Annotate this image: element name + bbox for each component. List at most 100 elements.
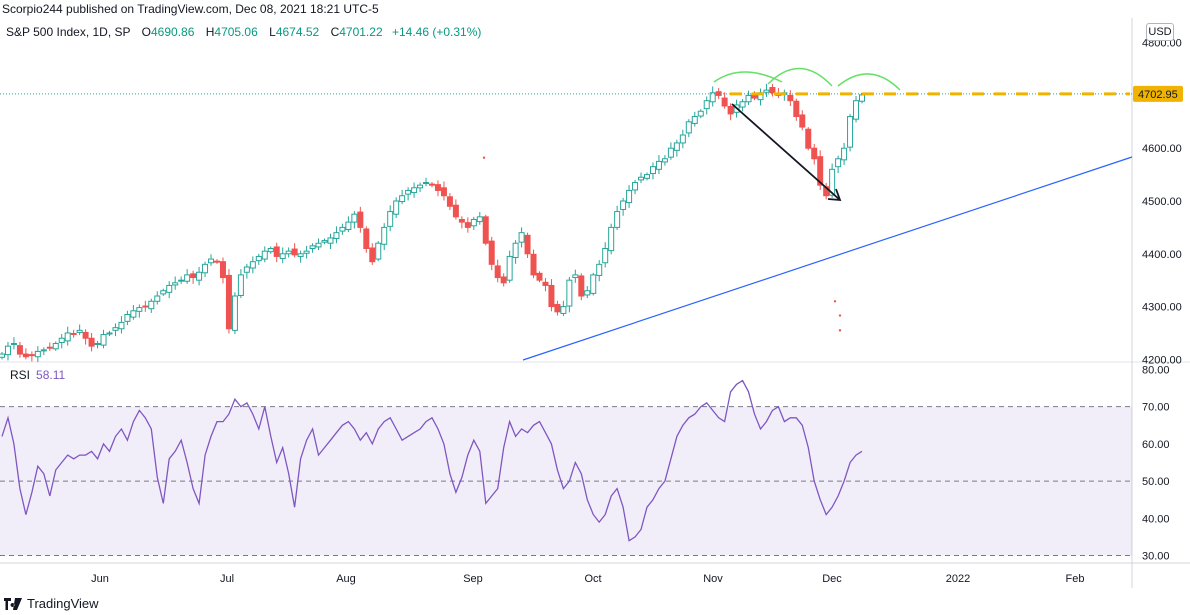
candle-body xyxy=(160,290,167,295)
candle-body xyxy=(255,255,262,262)
footer-brand[interactable]: TradingView xyxy=(4,596,99,611)
candle-body xyxy=(411,187,418,194)
candle-body xyxy=(28,354,35,357)
high-label: H xyxy=(205,25,215,39)
candle-body xyxy=(799,114,806,128)
candle-body xyxy=(40,349,47,352)
candle-body xyxy=(219,261,226,279)
candle-body xyxy=(309,245,316,250)
candle-body xyxy=(608,226,615,252)
price-tick-label: 4400.00 xyxy=(1142,249,1182,261)
candle-body xyxy=(512,242,519,258)
candle-body xyxy=(590,274,597,294)
candle-body xyxy=(536,272,543,281)
candle-body xyxy=(279,253,286,260)
candle-body xyxy=(393,200,400,215)
candle-body xyxy=(841,147,848,161)
candle-body xyxy=(273,246,280,257)
rsi-tick-label: 80.00 xyxy=(1142,364,1170,376)
candle-body xyxy=(488,240,495,265)
marker-dot xyxy=(833,300,837,303)
candle-body xyxy=(434,184,441,191)
close-value: 4701.22 xyxy=(339,25,383,39)
marker-dot xyxy=(838,314,842,317)
low-label: L xyxy=(269,25,276,39)
rsi-tick-label: 70.00 xyxy=(1142,402,1170,414)
candle-body xyxy=(202,263,209,274)
marker-dot xyxy=(482,156,486,159)
candle-body xyxy=(231,295,238,331)
candle-body xyxy=(225,274,232,330)
rsi-tick-label: 60.00 xyxy=(1142,439,1170,451)
candle-body xyxy=(715,91,722,96)
candle-body xyxy=(208,258,215,264)
candle-body xyxy=(494,265,501,279)
candle-body xyxy=(423,182,430,185)
candle-body xyxy=(817,156,824,186)
marker-dot xyxy=(838,329,842,332)
candle-body xyxy=(184,274,191,282)
candle-body xyxy=(446,196,453,207)
time-tick-label: Nov xyxy=(703,573,723,585)
candle-body xyxy=(118,321,125,330)
time-tick-label: 2022 xyxy=(946,573,970,585)
candle-body xyxy=(106,332,113,335)
candle-body xyxy=(476,216,483,223)
candle-body xyxy=(10,343,17,346)
time-tick-label: Feb xyxy=(1066,573,1085,585)
candle-body xyxy=(82,331,89,339)
candle-body xyxy=(614,211,621,228)
candle-body xyxy=(429,183,435,186)
candle-body xyxy=(691,116,698,124)
time-tick-label: Dec xyxy=(822,573,842,585)
tradingview-logo-icon xyxy=(4,597,22,610)
candle-body xyxy=(727,106,734,115)
candle-body xyxy=(811,147,818,160)
time-tick-label: Aug xyxy=(336,573,356,585)
candle-body xyxy=(357,211,364,228)
candle-body xyxy=(375,242,382,260)
candle-body xyxy=(88,337,95,347)
symbol-name[interactable]: S&P 500 Index, 1D, SP xyxy=(6,25,131,39)
price-tick-label: 4500.00 xyxy=(1142,196,1182,208)
candle-body xyxy=(638,176,645,181)
candle-body xyxy=(661,158,668,163)
candle-body xyxy=(673,142,680,151)
candle-body xyxy=(339,226,346,232)
candle-body xyxy=(566,279,573,307)
candle-body xyxy=(249,261,256,269)
candle-body xyxy=(787,94,794,102)
candle-body xyxy=(649,166,656,175)
candle-body xyxy=(178,279,185,282)
candle-body xyxy=(703,100,710,110)
attribution-text: Scorpio244 published on TradingView.com,… xyxy=(2,2,379,16)
candle-body xyxy=(745,94,752,103)
candle-body xyxy=(859,94,865,102)
rsi-band xyxy=(0,406,1132,556)
price-tick-label: 4200.00 xyxy=(1142,354,1182,366)
candle-body xyxy=(626,189,633,204)
candle-body xyxy=(709,92,716,103)
candle-body xyxy=(34,350,41,358)
candle-body xyxy=(52,343,59,350)
arrow-head xyxy=(827,188,842,202)
candle-body xyxy=(405,189,412,195)
attribution-bar: Scorpio244 published on TradingView.com,… xyxy=(0,0,1190,18)
rsi-legend: RSI 58.11 xyxy=(10,368,65,382)
candle-body xyxy=(112,327,119,331)
trendline xyxy=(522,156,1133,361)
candle-body xyxy=(440,187,447,197)
candle-body xyxy=(345,221,352,231)
candle-body xyxy=(333,232,340,239)
rsi-line xyxy=(1,379,863,542)
candle-body xyxy=(261,250,268,260)
currency-button[interactable]: USD xyxy=(1146,23,1174,41)
candle-body xyxy=(315,242,322,248)
candle-body xyxy=(303,250,310,254)
candle-body xyxy=(363,228,370,250)
price-level-tag-label: 4702.95 xyxy=(1138,89,1178,101)
candle-body xyxy=(0,353,5,358)
candle-body xyxy=(190,273,197,279)
candle-body xyxy=(793,100,800,118)
